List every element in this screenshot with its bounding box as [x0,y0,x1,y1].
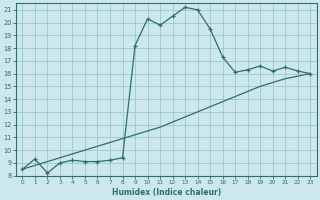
X-axis label: Humidex (Indice chaleur): Humidex (Indice chaleur) [112,188,221,197]
